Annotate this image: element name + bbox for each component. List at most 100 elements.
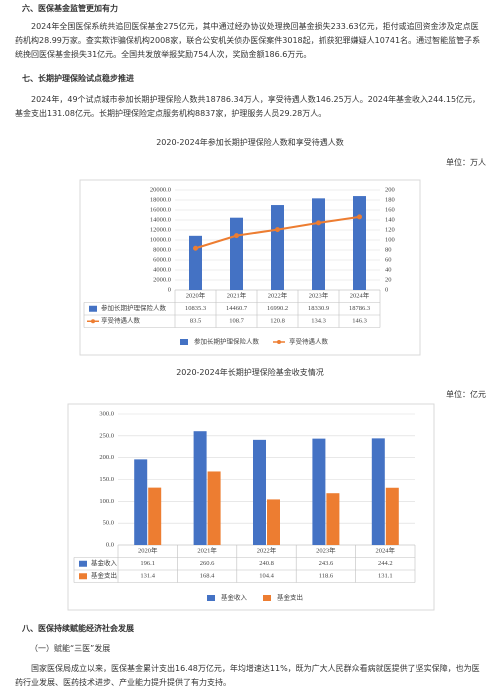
bar	[253, 439, 266, 545]
y-tick-label: 100.0	[99, 498, 114, 505]
chart-title: 2020-2024年长期护理保险基金收支情况	[176, 368, 324, 377]
table-legend-key	[89, 305, 97, 312]
y-tick-label: 6000.0	[153, 256, 171, 263]
bar	[312, 198, 325, 290]
table-cell: 260.6	[200, 560, 215, 567]
line-point	[234, 233, 239, 239]
bar	[193, 431, 207, 545]
subheading: （一）赋能“三医”发展	[30, 644, 111, 653]
bar	[148, 487, 162, 545]
table-cell: 16990.2	[267, 305, 288, 312]
line-point	[275, 227, 280, 233]
y-tick-label: 200.0	[99, 454, 114, 461]
x-tick-label: 2024年	[376, 546, 396, 555]
bar	[312, 438, 326, 545]
table-cell: 240.8	[259, 560, 274, 567]
paragraph: 2024年全国医保系统共追回医保基金275亿元，其中通过经办协议处理挽回基金损失…	[15, 22, 481, 59]
legend-key	[263, 595, 271, 601]
table-cell: 10835.3	[185, 305, 206, 312]
paragraph: 国家医保局成立以来，医保基金累计支出16.48万亿元，年均增速达11%，既为广大…	[15, 664, 480, 687]
y2-tick-label: 20	[385, 276, 392, 283]
y2-tick-label: 120	[385, 226, 395, 233]
table-cell: 134.3	[311, 318, 326, 325]
chart-frame	[67, 403, 435, 611]
y-tick-label: 12000.0	[150, 226, 171, 233]
y-tick-label: 16000.0	[150, 206, 171, 213]
chart-frame	[79, 179, 421, 356]
table-cell: 118.6	[319, 573, 334, 580]
unit: 单位：万人	[446, 158, 486, 167]
legend-label: 基金收入	[221, 592, 248, 601]
x-tick-label: 2024年	[350, 291, 370, 300]
table-cell: 18786.3	[349, 305, 370, 312]
y-tick-label: 300.0	[99, 410, 114, 417]
table-legend-key	[79, 560, 87, 567]
bar	[371, 438, 385, 545]
legend-key	[277, 340, 281, 344]
y2-tick-label: 140	[385, 216, 395, 223]
chart-title: 2020-2024年参加长期护理保险人数和享受待遇人数	[156, 138, 344, 147]
y-tick-label: 18000.0	[150, 196, 171, 203]
table-legend-key	[91, 319, 95, 324]
unit: 单位：亿元	[446, 390, 486, 399]
line-point	[357, 214, 362, 220]
y-tick-label: 4000.0	[153, 266, 171, 273]
bar	[326, 493, 340, 545]
table-cell: 131.1	[378, 573, 393, 580]
table-cell: 108.7	[229, 318, 244, 325]
table-cell: 120.8	[270, 318, 285, 325]
table-cell: 244.2	[378, 560, 393, 567]
line-point	[316, 220, 321, 226]
table-cell: 104.4	[259, 573, 274, 580]
x-tick-label: 2023年	[316, 546, 336, 555]
paragraph: 2024年，49个试点城市参加长期护理保险人数共18786.34万人，享受待遇人…	[15, 95, 481, 118]
table-row-label: 参加长期护理保险人数	[101, 303, 167, 312]
heading: 七、长期护理保险试点稳步推进	[22, 74, 134, 83]
legend-label: 参加长期护理保险人数	[194, 336, 260, 345]
y-tick-label: 0	[168, 286, 171, 293]
y2-tick-label: 80	[385, 246, 392, 253]
y-tick-label: 8000.0	[153, 246, 171, 253]
table-row-label: 享受待遇人数	[101, 316, 141, 325]
y-tick-label: 10000.0	[150, 236, 171, 243]
bar	[385, 487, 399, 545]
y2-tick-label: 0	[385, 286, 388, 293]
x-tick-label: 2021年	[197, 546, 217, 555]
legend-key	[180, 339, 188, 345]
y2-tick-label: 60	[385, 256, 392, 263]
y-tick-label: 50.0	[103, 520, 114, 527]
line-point	[193, 245, 198, 251]
y-tick-label: 0.0	[106, 541, 114, 548]
table-legend-key	[79, 573, 87, 580]
x-tick-label: 2022年	[268, 291, 288, 300]
table-cell: 196.1	[140, 560, 155, 567]
x-tick-label: 2021年	[227, 291, 247, 300]
table-row-label: 基金收入	[91, 558, 118, 567]
y2-tick-label: 100	[385, 236, 395, 243]
table-cell: 14460.7	[226, 305, 248, 312]
table-cell: 168.4	[200, 573, 215, 580]
bar	[207, 471, 221, 545]
bar	[271, 205, 284, 290]
table-cell: 18330.9	[308, 305, 329, 312]
y-tick-label: 2000.0	[153, 276, 171, 283]
y-tick-label: 150.0	[99, 476, 114, 483]
legend-label: 享受待遇人数	[289, 336, 329, 345]
bar	[189, 235, 202, 290]
y-tick-label: 20000.0	[150, 186, 171, 193]
table-row-label: 基金支出	[91, 571, 117, 580]
bar	[134, 459, 148, 545]
x-tick-label: 2020年	[138, 546, 158, 555]
y2-tick-label: 180	[385, 196, 395, 203]
legend-key	[207, 595, 215, 601]
heading: 六、医保基金监管更加有力	[22, 4, 118, 13]
y-tick-label: 14000.0	[150, 216, 171, 223]
legend-label: 基金支出	[277, 592, 303, 601]
y2-tick-label: 160	[385, 206, 395, 213]
bar	[353, 196, 366, 290]
table-cell: 131.4	[140, 573, 155, 580]
bar	[230, 217, 243, 290]
table-cell: 83.5	[190, 318, 201, 325]
